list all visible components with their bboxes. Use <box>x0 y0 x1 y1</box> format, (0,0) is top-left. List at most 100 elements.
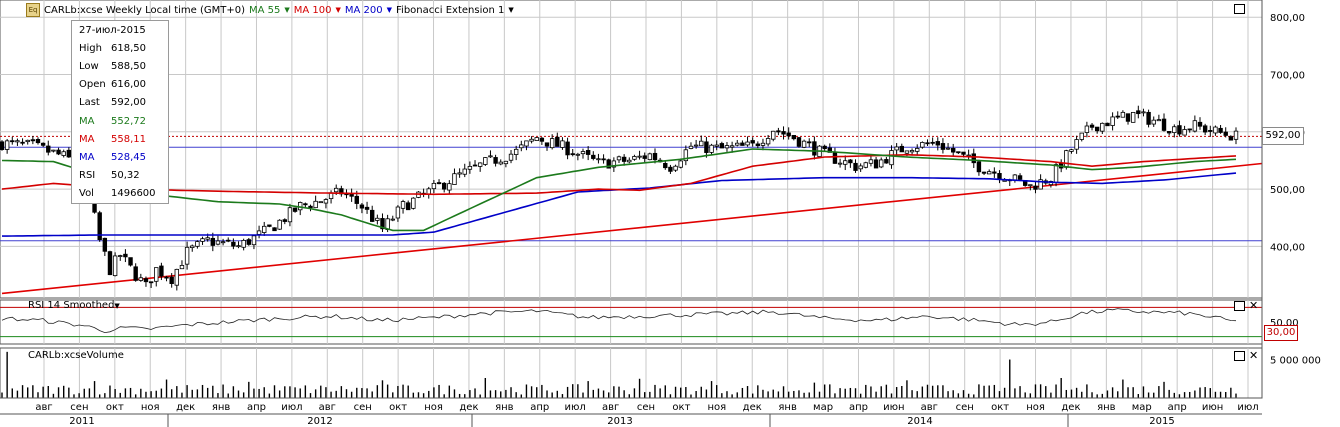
candle-body <box>1130 111 1136 123</box>
month-tick-label: ноя <box>141 402 160 413</box>
candle-body <box>1074 139 1079 150</box>
candle-body <box>879 159 884 168</box>
candle-body <box>1069 149 1074 152</box>
fib-dropdown-icon[interactable]: ▼ <box>508 6 514 14</box>
candle-body <box>323 199 329 204</box>
info-value: 552,72 <box>111 115 146 127</box>
candle-body <box>25 139 30 143</box>
candle-body <box>0 141 5 150</box>
month-tick-label: авг <box>921 402 938 413</box>
candle-body <box>262 225 267 233</box>
maximize-price-panel-icon[interactable] <box>1234 4 1245 14</box>
volume-panel-title: CARLb:xcseVolume <box>28 350 124 361</box>
candle-body <box>904 150 910 154</box>
month-tick-label: апр <box>849 402 868 413</box>
volume-axis-label: 5 000 000 <box>1270 356 1321 367</box>
month-tick-label: июл <box>565 402 586 413</box>
ma200-dropdown-icon[interactable]: ▼ <box>386 6 393 14</box>
ma55-dropdown-icon[interactable]: ▼ <box>284 6 290 14</box>
candle-body <box>441 182 447 190</box>
candle-body <box>1053 164 1059 184</box>
ma100-legend[interactable]: MA 100 <box>293 4 332 16</box>
candle-body <box>992 171 997 174</box>
candle-body <box>899 145 904 153</box>
candle-body <box>66 149 72 158</box>
info-key: MA <box>79 133 95 145</box>
candle-body <box>1110 116 1115 126</box>
candle-body <box>174 268 180 286</box>
info-value: 558,11 <box>111 133 146 145</box>
candle-body <box>282 219 287 222</box>
candle-body <box>724 145 730 149</box>
symbol-title[interactable]: CARLb:xcse Weekly Local time (GMT+0) <box>44 4 246 16</box>
month-tick-label: сен <box>637 402 655 413</box>
candle-body <box>1156 119 1162 122</box>
ma200-legend[interactable]: MA 200 <box>344 4 383 16</box>
close-volume-panel-icon[interactable]: ✕ <box>1249 349 1259 362</box>
month-tick-label: авг <box>319 402 336 413</box>
candle-body <box>647 153 653 161</box>
candle-body <box>601 158 606 161</box>
candle-body <box>462 168 467 175</box>
candle-body <box>1228 136 1234 141</box>
candle-body <box>488 155 493 158</box>
candle-body <box>565 141 570 156</box>
last-price-tag: 592,00 <box>1262 127 1304 145</box>
ma55-legend[interactable]: MA 55 <box>249 4 281 16</box>
candle-body <box>771 130 776 140</box>
candle-body <box>1094 126 1100 132</box>
candle-body <box>812 141 817 156</box>
rsi-axis-label: 50,00 <box>1270 318 1299 329</box>
candle-body <box>1064 150 1069 168</box>
candle-body <box>781 131 786 135</box>
info-value: 1496600 <box>111 188 156 200</box>
candle-body <box>1141 111 1146 114</box>
info-key: Last <box>79 97 100 109</box>
price-tick-label: 800,00 <box>1270 13 1305 24</box>
candle-body <box>704 141 709 153</box>
month-tick-label: янв <box>1097 402 1116 413</box>
maximize-rsi-panel-icon[interactable] <box>1234 301 1245 311</box>
info-row-open: Open 616,00 <box>72 76 168 94</box>
candle-body <box>1177 125 1182 135</box>
candle-body <box>436 182 442 185</box>
candle-body <box>364 206 370 210</box>
candle-body <box>483 157 488 165</box>
eq-icon[interactable]: Eq <box>26 3 40 17</box>
candle-body <box>699 140 704 147</box>
rsi-panel-title[interactable]: RSI 14 Smoothed▼ <box>28 300 120 311</box>
month-tick-label: июн <box>883 402 904 413</box>
candle-body <box>755 143 761 147</box>
candle-body <box>1146 111 1151 125</box>
candle-body <box>956 151 961 154</box>
info-key: MA <box>79 151 95 163</box>
candle-body <box>118 255 123 257</box>
candle-body <box>1038 179 1043 190</box>
candle-body <box>46 145 51 153</box>
info-row-low: Low 588,50 <box>72 57 168 75</box>
month-tick-label: янв <box>212 402 231 413</box>
candle-body <box>159 265 164 277</box>
fib-legend[interactable]: Fibonacci Extension 1 <box>396 4 505 16</box>
year-tick-label: 2015 <box>1149 416 1174 427</box>
close-rsi-panel-icon[interactable]: ✕ <box>1249 299 1259 312</box>
candle-body <box>1100 122 1105 132</box>
candle-body <box>1079 132 1084 140</box>
candle-body <box>40 142 46 146</box>
candle-body <box>1172 126 1177 133</box>
candle-body <box>961 151 966 155</box>
ma100-dropdown-icon[interactable]: ▼ <box>335 6 341 14</box>
candle-body <box>236 245 241 248</box>
candle-body <box>133 266 138 281</box>
maximize-volume-panel-icon[interactable] <box>1234 351 1245 361</box>
month-tick-label: окт <box>991 402 1009 413</box>
month-tick-label: янв <box>778 402 797 413</box>
candle-body <box>1089 124 1095 128</box>
candle-body <box>611 160 617 168</box>
candle-body <box>745 141 750 146</box>
panel-frame-2 <box>0 347 1263 399</box>
ma55-line <box>1 148 1237 232</box>
month-tick-label: дек <box>459 402 478 413</box>
candle-body <box>508 153 514 161</box>
candle-body <box>1192 120 1198 132</box>
